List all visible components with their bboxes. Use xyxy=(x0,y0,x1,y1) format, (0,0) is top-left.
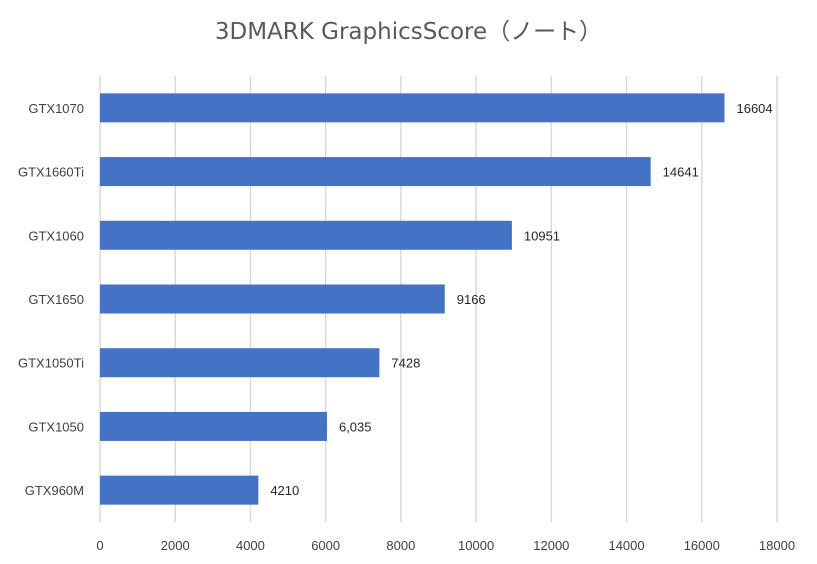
bars xyxy=(100,93,725,505)
x-tick-label: 2000 xyxy=(161,538,190,553)
category-label: GTX960M xyxy=(25,483,84,498)
data-label: 16604 xyxy=(736,101,772,116)
bar xyxy=(100,284,445,314)
x-tick-label: 18000 xyxy=(759,538,795,553)
category-label: GTX1660Ti xyxy=(18,165,84,180)
data-label: 14641 xyxy=(663,165,699,180)
x-axis-ticks: 0 2000 4000 6000 8000 10000 12000 14000 16000 180… xyxy=(96,538,795,553)
category-label: GTX1070 xyxy=(28,101,84,116)
data-label: 4210 xyxy=(270,483,299,498)
bar xyxy=(100,348,380,378)
bar xyxy=(100,157,651,187)
x-tick-label: 0 xyxy=(96,538,103,553)
bar xyxy=(100,220,512,250)
category-labels: GTX1070 GTX1660Ti GTX1060 GTX1650 GTX1050Ti G… xyxy=(18,101,84,498)
category-label: GTX1060 xyxy=(28,228,84,243)
bar xyxy=(100,93,725,123)
x-tick-label: 6000 xyxy=(311,538,340,553)
category-label: GTX1050 xyxy=(28,419,84,434)
chart-title: 3DMARK GraphicsScore（ノート） xyxy=(214,19,603,45)
x-tick-label: 4000 xyxy=(236,538,265,553)
bar xyxy=(100,475,259,505)
data-label: 10951 xyxy=(524,228,560,243)
data-label: 9166 xyxy=(457,292,486,307)
x-tick-label: 10000 xyxy=(458,538,494,553)
x-tick-label: 8000 xyxy=(386,538,415,553)
data-label: 6,035 xyxy=(339,419,372,434)
category-label: GTX1650 xyxy=(28,292,84,307)
x-tick-label: 12000 xyxy=(533,538,569,553)
x-tick-label: 16000 xyxy=(684,538,720,553)
data-labels: 16604 14641 10951 9166 7428 6,035 4210 xyxy=(270,101,772,498)
bar xyxy=(100,411,327,441)
data-label: 7428 xyxy=(391,356,420,371)
category-label: GTX1050Ti xyxy=(18,356,84,371)
x-tick-label: 14000 xyxy=(608,538,644,553)
